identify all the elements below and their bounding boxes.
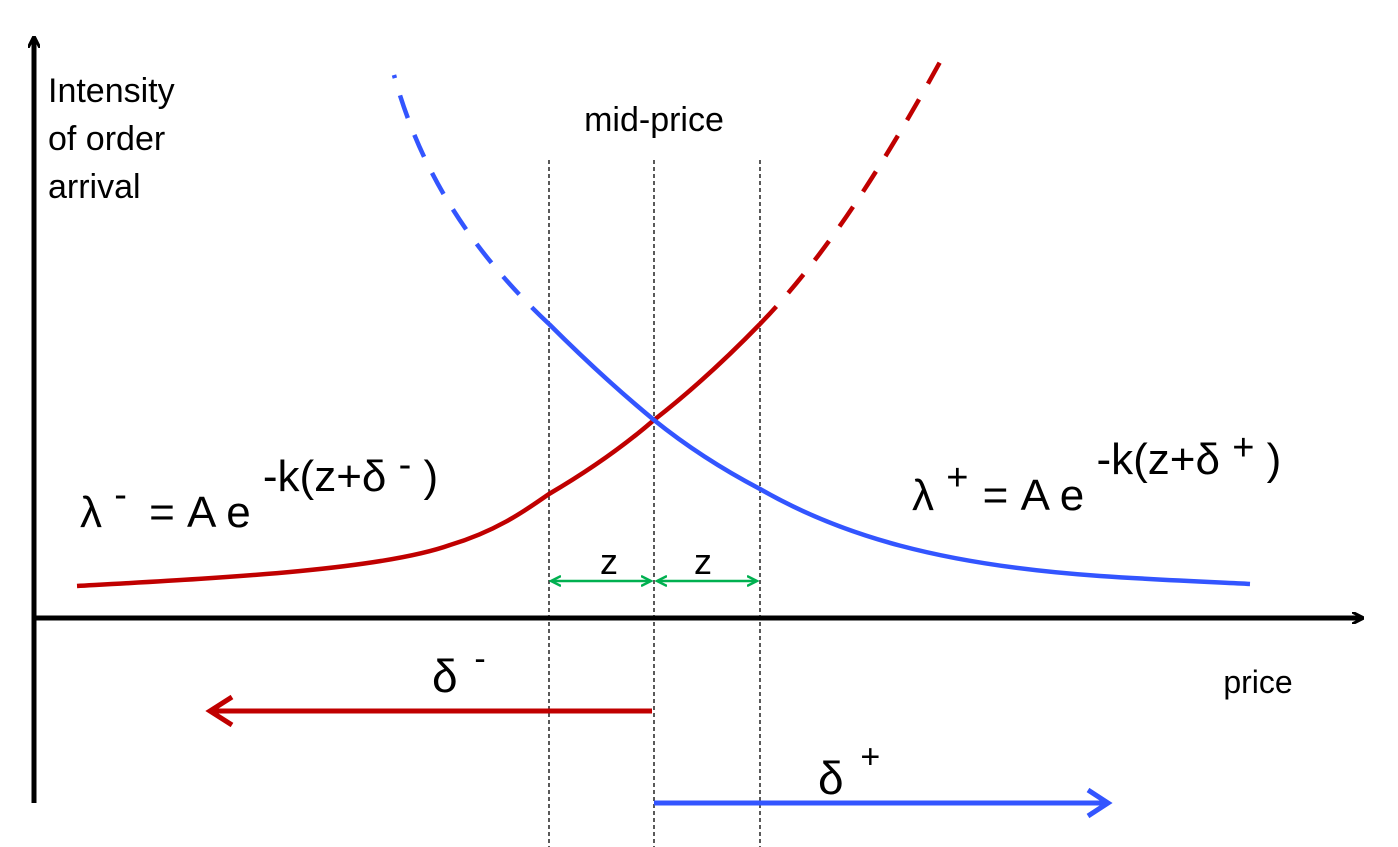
z-label-right: z [694,541,712,582]
delta-plus-arrowhead [1086,787,1113,819]
delta-minus-arrowhead [205,694,234,728]
formula-plus-exp-sup: + [1232,427,1254,469]
bid-intensity-curve [76,322,762,589]
formula-lambda-minus: λ - = A e -k(z+δ - ) [80,438,438,537]
y-axis-label-line-2: of order [48,120,165,158]
delta-minus-label: δ - [432,640,486,702]
y-axis-label-line-1: Intensity [48,72,175,110]
formula-minus-rhs: = A e [149,488,251,537]
formula-plus-exp-close: ) [1267,435,1282,484]
delta-plus-sup: + [860,738,880,776]
formula-plus-rhs: = A e [983,471,1085,520]
y-axis-label: Intensity of order arrival [48,72,184,206]
mid-price-label: mid-price [584,101,724,139]
formula-minus-exp-close: ) [424,452,439,501]
formula-minus-base: λ [80,488,102,537]
formula-minus-exp-sup: - [399,444,412,486]
ask-intensity-curve-dashed [391,74,551,326]
formula-plus-exp: -k(z+δ [1096,435,1220,484]
delta-minus-symbol: δ [432,650,458,702]
formula-plus-base: λ [912,471,934,520]
delta-minus-sup: - [474,640,485,678]
formula-minus-exp: -k(z+δ [263,452,387,501]
bid-intensity-curve-dashed [758,60,942,326]
y-axis-label-line-3: arrival [48,168,141,206]
delta-plus-label: δ + [818,738,880,804]
x-axis-label: price [1223,664,1292,700]
ask-intensity-curve [547,322,1251,587]
formula-minus-base-sup: - [114,474,127,516]
formula-plus-base-sup: + [946,457,968,499]
delta-plus-symbol: δ [818,752,844,804]
formula-lambda-plus: λ + = A e -k(z+δ + ) [912,421,1281,520]
z-label-left: z [600,541,618,582]
